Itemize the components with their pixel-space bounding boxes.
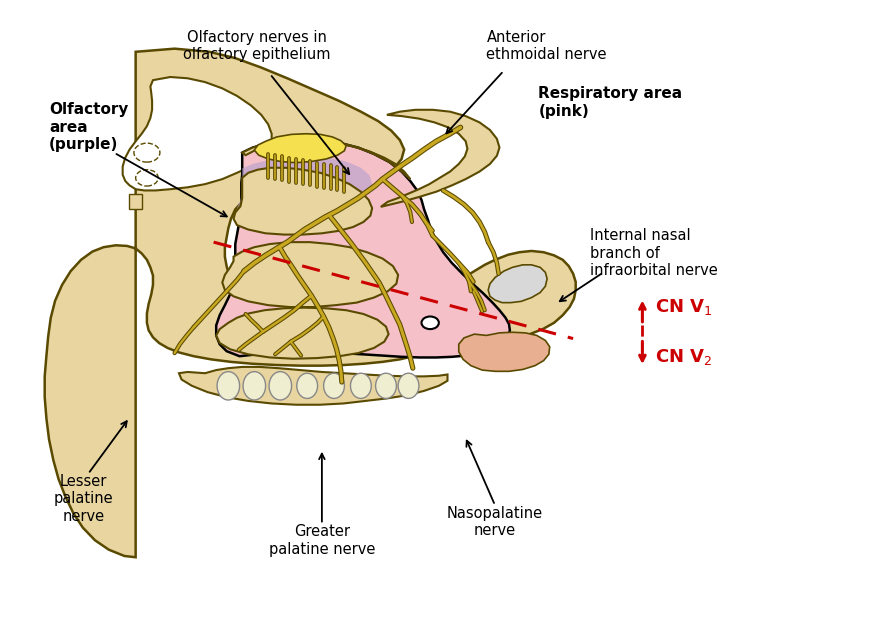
Text: CN V$_1$: CN V$_1$ (655, 297, 713, 317)
Polygon shape (216, 139, 510, 358)
Text: Olfactory
area
(purple): Olfactory area (purple) (49, 102, 129, 152)
Ellipse shape (269, 372, 292, 400)
Polygon shape (488, 265, 547, 303)
Text: Olfactory nerves in
olfactory epithelium: Olfactory nerves in olfactory epithelium (183, 30, 331, 62)
Ellipse shape (217, 372, 240, 400)
Text: Greater
palatine nerve: Greater palatine nerve (269, 525, 375, 557)
Polygon shape (381, 110, 500, 207)
Text: Internal nasal
branch of
infraorbital nerve: Internal nasal branch of infraorbital ne… (590, 229, 718, 278)
Polygon shape (129, 194, 142, 210)
Circle shape (134, 143, 160, 162)
Polygon shape (242, 139, 410, 179)
Polygon shape (222, 242, 398, 307)
Ellipse shape (243, 372, 266, 400)
Polygon shape (255, 134, 346, 163)
Polygon shape (179, 367, 448, 404)
Text: Nasopalatine
nerve: Nasopalatine nerve (447, 506, 543, 538)
Text: Anterior
ethmoidal nerve: Anterior ethmoidal nerve (487, 30, 607, 62)
Ellipse shape (323, 373, 344, 398)
Polygon shape (234, 168, 372, 235)
Ellipse shape (350, 373, 371, 398)
Text: Lesser
palatine
nerve: Lesser palatine nerve (54, 474, 114, 524)
Text: Respiratory area
(pink): Respiratory area (pink) (539, 87, 682, 119)
Text: CN V$_2$: CN V$_2$ (655, 348, 713, 368)
Polygon shape (459, 332, 550, 372)
Polygon shape (123, 77, 272, 191)
Ellipse shape (297, 373, 317, 398)
Polygon shape (216, 308, 388, 359)
Ellipse shape (375, 373, 396, 398)
Polygon shape (440, 251, 575, 342)
Circle shape (136, 170, 158, 186)
Polygon shape (237, 156, 372, 223)
Circle shape (421, 316, 439, 329)
Ellipse shape (398, 373, 419, 398)
Polygon shape (44, 49, 478, 557)
